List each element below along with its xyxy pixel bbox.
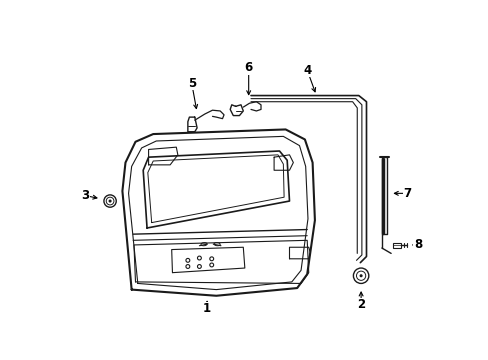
Text: 5: 5 <box>187 77 195 90</box>
Text: 3: 3 <box>81 189 89 202</box>
Text: 1: 1 <box>203 302 211 315</box>
Text: 8: 8 <box>413 238 421 251</box>
Text: 2: 2 <box>356 298 365 311</box>
Text: 6: 6 <box>244 61 252 74</box>
Text: 4: 4 <box>303 64 311 77</box>
Bar <box>393 243 400 248</box>
Text: 7: 7 <box>403 187 410 200</box>
Circle shape <box>359 274 362 277</box>
Circle shape <box>108 199 111 203</box>
